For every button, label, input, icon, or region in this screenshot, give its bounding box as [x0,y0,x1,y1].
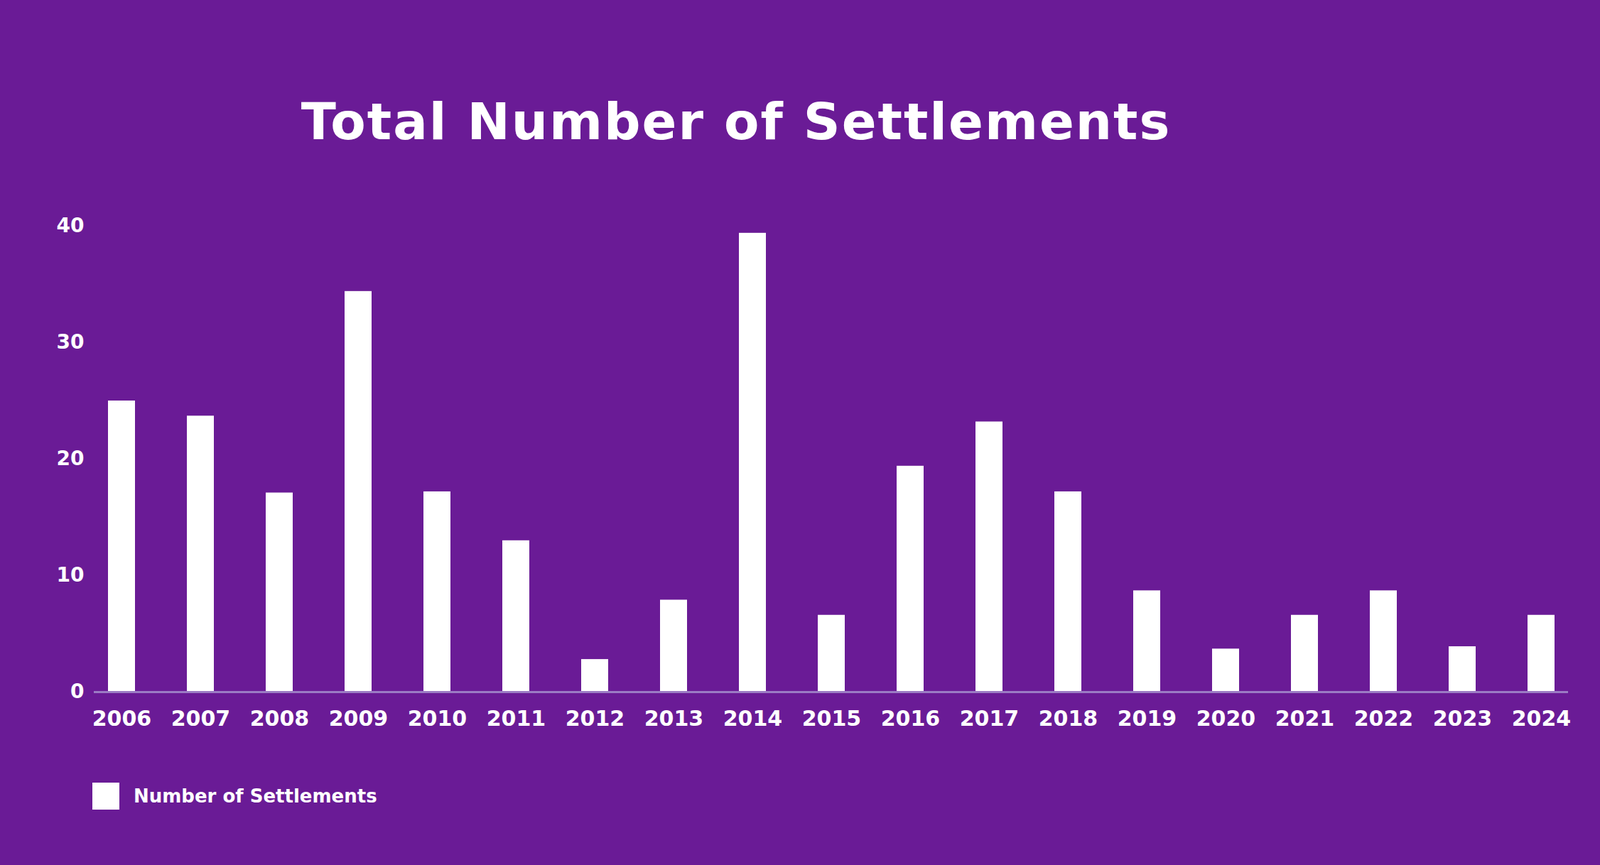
svg-text:2019: 2019 [1117,706,1178,732]
svg-text:2007: 2007 [171,706,231,732]
svg-text:2011: 2011 [486,706,547,732]
svg-text:2013: 2013 [644,706,705,732]
svg-text:2006: 2006 [92,706,153,732]
svg-text:2024: 2024 [1511,706,1572,732]
svg-text:2012: 2012 [565,706,626,732]
svg-text:2016: 2016 [880,706,941,732]
html-text:Number of Settlements: Number of Settlements [133,785,377,808]
svg-text:30: 30 [56,330,85,354]
svg-text:2020: 2020 [1196,706,1257,732]
svg-text:2014: 2014 [723,706,783,732]
svg-text:10: 10 [56,563,85,587]
svg-text:2021: 2021 [1275,706,1335,732]
svg-text:2015: 2015 [802,706,862,732]
html-text:Total Number of Settlements: Total Number of Settlements [301,91,1172,152]
svg-text:2010: 2010 [407,706,468,732]
svg-text:2008: 2008 [250,706,310,732]
svg-text:20: 20 [56,446,85,471]
svg-text:40: 40 [56,213,85,238]
svg-text:2017: 2017 [959,706,1020,732]
svg-text:2022: 2022 [1354,706,1414,732]
svg-text:0: 0 [70,679,84,704]
svg-text:2023: 2023 [1433,706,1493,732]
svg-text:2009: 2009 [328,706,389,732]
svg-text:2018: 2018 [1038,706,1099,732]
